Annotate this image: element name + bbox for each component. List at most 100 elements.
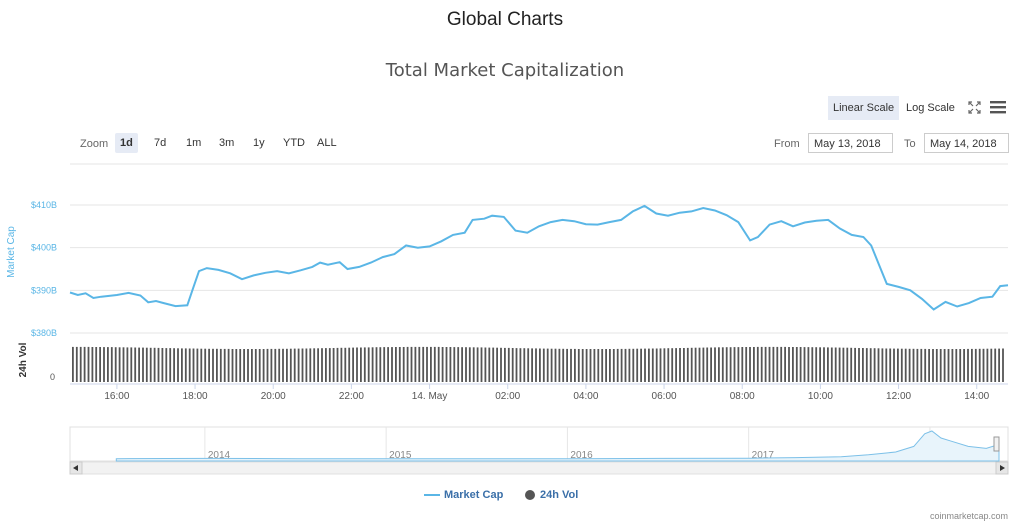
x-tick-label: 18:00: [183, 391, 208, 402]
volume-bar: [122, 347, 125, 382]
volume-bar: [830, 347, 833, 382]
volume-bar: [130, 347, 133, 382]
to-date-input[interactable]: May 14, 2018: [924, 133, 1009, 153]
volume-bar: [581, 349, 584, 382]
volume-bar: [107, 347, 109, 382]
menu-icon[interactable]: [990, 100, 1006, 116]
volume-bar: [885, 348, 888, 382]
volume-bar: [317, 348, 319, 382]
volume-bar: [943, 349, 946, 382]
volume-bar: [118, 347, 121, 382]
volume-bar: [897, 348, 899, 382]
volume-bar: [686, 347, 689, 382]
y-axis-label: Market Cap: [6, 226, 17, 278]
volume-bar: [690, 347, 693, 382]
volume-bar: [624, 348, 627, 382]
linear-scale-button[interactable]: Linear Scale: [828, 96, 900, 120]
volume-bar: [449, 347, 452, 382]
volume-bar: [955, 349, 958, 382]
volume-bar: [289, 348, 292, 382]
volume-bar: [612, 349, 615, 382]
volume-bar: [468, 347, 471, 382]
volume-bar: [457, 347, 460, 382]
navigator-tick-label: 2016: [570, 450, 593, 461]
volume-bar: [718, 347, 720, 382]
volume-bar: [947, 349, 950, 382]
volume-bar: [842, 347, 845, 382]
volume-bar: [258, 349, 261, 382]
volume-bar: [542, 348, 545, 382]
volume-bar: [87, 346, 90, 382]
volume-bar: [286, 348, 288, 382]
zoom-all-button[interactable]: ALL: [317, 137, 337, 149]
volume-bar: [998, 348, 1000, 382]
volume-bar: [795, 347, 798, 382]
volume-bar: [453, 347, 456, 382]
volume-bar: [994, 348, 997, 382]
volume-bar: [332, 348, 335, 382]
volume-bar: [496, 347, 498, 382]
x-tick-label: 20:00: [261, 391, 286, 402]
volume-bar: [745, 347, 748, 382]
volume-bar: [706, 347, 709, 382]
volume-bar: [165, 348, 168, 382]
zoom-1d-button[interactable]: 1d: [115, 133, 138, 153]
volume-bar: [865, 348, 868, 382]
volume-bar: [492, 347, 495, 382]
volume-bar: [504, 347, 506, 382]
volume-bar: [239, 349, 242, 382]
volume-bar: [247, 349, 249, 382]
volume-bar: [500, 347, 502, 382]
volume-bar: [293, 348, 296, 382]
volume-bar: [655, 348, 658, 382]
volume-bar: [967, 348, 969, 382]
credits-link[interactable]: coinmarketcap.com: [930, 511, 1009, 521]
volume-bar: [749, 347, 751, 382]
zoom-ytd-button[interactable]: YTD: [283, 137, 305, 149]
legend-volume[interactable]: 24h Vol: [525, 489, 578, 501]
volume-bar: [912, 348, 915, 382]
volume-bar: [869, 348, 872, 382]
fullscreen-icon[interactable]: [968, 101, 981, 116]
zoom-3m-button[interactable]: 3m: [219, 137, 235, 149]
volume-bar: [741, 347, 744, 382]
volume-bar: [667, 348, 670, 382]
x-tick-label: 08:00: [730, 391, 755, 402]
volume-bar: [484, 347, 487, 382]
to-label: To: [904, 138, 916, 150]
volume-bar: [208, 348, 210, 382]
volume-bar: [254, 349, 257, 382]
volume-bar: [406, 346, 409, 382]
zoom-1y-button[interactable]: 1y: [253, 137, 265, 149]
legend-market-cap[interactable]: Market Cap: [424, 489, 503, 501]
volume-bar: [990, 348, 993, 382]
from-date-input[interactable]: May 13, 2018: [808, 133, 893, 153]
volume-bar: [733, 347, 736, 382]
volume-bar: [974, 348, 977, 382]
zoom-1m-button[interactable]: 1m: [186, 137, 202, 149]
volume-bar: [620, 348, 623, 382]
volume-bar: [391, 347, 393, 382]
volume-bar: [188, 348, 191, 382]
volume-bar: [714, 347, 716, 382]
volume-bar: [196, 348, 199, 382]
volume-bar: [819, 347, 821, 382]
navigator-scrollbar: [69, 461, 1009, 475]
x-tick-label: 10:00: [808, 391, 833, 402]
y-tick-label: $410B: [31, 200, 57, 210]
volume-bar: [91, 347, 94, 382]
volume-bar: [535, 348, 537, 382]
navigator-area: [115, 430, 1000, 462]
volume-bar: [379, 347, 382, 382]
log-scale-button[interactable]: Log Scale: [906, 102, 955, 114]
volume-bar: [632, 348, 635, 382]
volume-bar: [219, 348, 222, 382]
volume-bar: [760, 346, 763, 382]
volume-bar: [161, 348, 164, 382]
volume-bar: [725, 347, 728, 382]
volume-bar: [920, 348, 923, 382]
volume-bar: [480, 347, 483, 382]
zoom-7d-button[interactable]: 7d: [154, 137, 167, 149]
volume-bar: [698, 347, 701, 382]
